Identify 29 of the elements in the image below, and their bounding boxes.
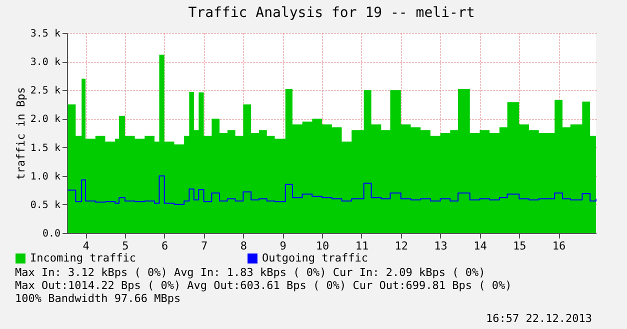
x-tick-label: 7 [200,240,208,252]
x-tick-label: 8 [240,240,248,252]
x-tick-label: 5 [122,240,129,252]
legend-label: Incoming traffic [30,252,136,265]
text: Max In: 3.12 kBps ( 0%) Avg In: 1.83 kBps ( 0%) Cur In: 2.09 kBps ( 0%) [15,266,486,279]
x-tick-label: 16 [552,240,566,252]
x-tick-label: 11 [355,240,369,252]
x-tick-label: 10 [316,240,330,252]
text: 100% Bandwidth 97.66 MBps [15,292,181,305]
y-tick-label: 1.0 k [30,171,60,182]
text: Max Out:1014.22 Bps ( 0%) Avg Out:603.61 Bps ( 0%) Cur Out:699.81 Bps ( 0%) [15,279,512,292]
y-tick-label: 3.5 k [30,28,60,40]
x-tick-label: 13 [434,240,448,252]
y-tick-label: 3.0 k [30,57,60,68]
chart-title: Traffic Analysis for 19 -- meli-rt [188,5,475,21]
y-tick-label: 2.5 k [30,86,60,97]
x-tick-label: 6 [162,240,168,252]
text: 16:57 22.12.2013 [486,312,592,325]
x-tick-label: 15 [513,240,526,252]
y-tick-label: 0.0 [42,228,60,240]
y-tick-label: 2.0 k [30,114,60,126]
x-tick-label: 14 [474,240,488,252]
x-tick-label: 9 [280,240,286,252]
y-tick-label: 0.5 k [30,200,60,211]
x-tick-label: 12 [394,240,408,252]
legend-label: Outgoing traffic [262,252,368,265]
x-tick-label: 4 [82,240,90,252]
y-axis-title: traffic in Bps [14,87,28,180]
y-tick-label: 1.5 k [30,142,60,154]
